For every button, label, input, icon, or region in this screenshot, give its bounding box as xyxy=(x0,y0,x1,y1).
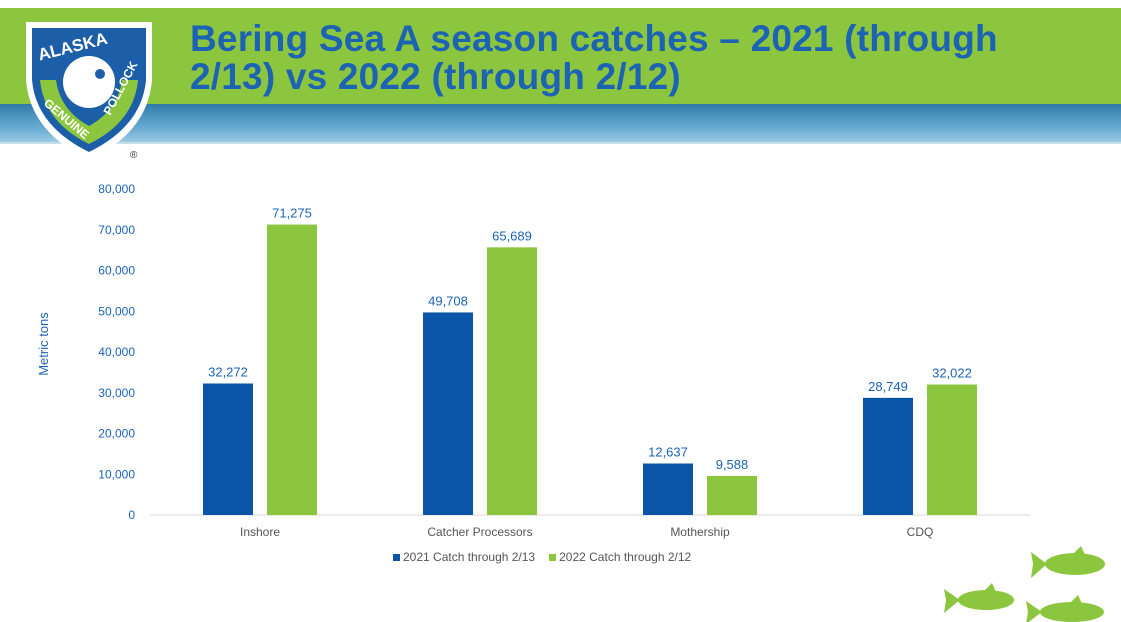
y-tick-label: 70,000 xyxy=(98,223,135,237)
x-tick-labels: Inshore Catcher Processors Mothership CDQ xyxy=(240,525,933,539)
data-label: 32,272 xyxy=(208,364,248,379)
water-band xyxy=(0,104,1121,142)
legend-label-2022: 2022 Catch through 2/12 xyxy=(559,550,692,564)
y-tick-label: 60,000 xyxy=(98,264,135,278)
bar-2021 xyxy=(643,463,693,515)
y-tick-label: 0 xyxy=(128,508,135,522)
header-band xyxy=(0,8,1121,104)
data-label: 71,275 xyxy=(272,206,312,221)
legend-swatch-2021 xyxy=(393,553,400,561)
logo-registered-mark: ® xyxy=(130,150,138,161)
fish-icon xyxy=(944,546,1105,622)
fish-icon-3 xyxy=(1026,595,1104,622)
title-line-1: Bering Sea A season catches – 2021 (thro… xyxy=(190,18,998,59)
data-label: 49,708 xyxy=(428,293,468,308)
legend-label-2021: 2021 Catch through 2/13 xyxy=(403,550,536,564)
y-tick-label: 40,000 xyxy=(98,345,135,359)
bar-2022 xyxy=(927,384,977,515)
x-tick-label: Mothership xyxy=(670,525,730,539)
x-tick-label: CDQ xyxy=(907,525,934,539)
data-label: 65,689 xyxy=(492,228,532,243)
y-tick-label: 10,000 xyxy=(98,467,135,481)
data-label: 9,588 xyxy=(716,457,749,472)
logo-inner-circle xyxy=(63,56,115,108)
data-label: 12,637 xyxy=(648,445,688,460)
chart-legend: 2021 Catch through 2/13 2022 Catch throu… xyxy=(393,550,691,564)
y-tick-label: 50,000 xyxy=(98,304,135,318)
legend-item-2021: 2021 Catch through 2/13 xyxy=(393,550,535,564)
bar-2022 xyxy=(487,247,537,515)
bar-2021 xyxy=(423,312,473,515)
x-tick-label: Inshore xyxy=(240,525,280,539)
y-tick-labels: 0 10,000 20,000 30,000 40,000 50,000 60,000 70,… xyxy=(98,182,135,522)
water-strip xyxy=(0,142,1121,144)
fish-icon-2 xyxy=(944,583,1014,613)
bar-group xyxy=(203,224,977,515)
legend-item-2022: 2022 Catch through 2/12 xyxy=(549,550,691,564)
y-tick-label: 30,000 xyxy=(98,386,135,400)
data-label: 32,022 xyxy=(932,366,972,381)
slide-title: Bering Sea A season catches – 2021 (thro… xyxy=(190,20,1110,96)
bar-2022 xyxy=(267,224,317,515)
legend-swatch-2022 xyxy=(549,553,557,561)
fish-icon-1 xyxy=(1031,546,1105,578)
bar-2021 xyxy=(863,397,913,515)
y-axis-label: Metric tons xyxy=(36,312,51,376)
y-tick-label: 20,000 xyxy=(98,427,135,441)
x-tick-label: Catcher Processors xyxy=(427,525,532,539)
logo-green-arc xyxy=(40,80,138,144)
bar-2022 xyxy=(707,475,757,515)
bar-chart: Metric tons 0 10,000 20,000 30,000 40,000 50,… xyxy=(36,182,1030,539)
logo-dot xyxy=(95,69,105,79)
title-line-2: 2/13) vs 2022 (through 2/12) xyxy=(190,56,681,97)
data-labels: 32,272 71,275 49,708 65,689 12,637 9,588 28,74… xyxy=(208,206,972,472)
y-tick-label: 80,000 xyxy=(98,182,135,196)
alaska-pollock-logo: ALASKA GENUINE POLLOCK ® xyxy=(26,22,152,161)
data-label: 28,749 xyxy=(868,379,908,394)
bar-2021 xyxy=(203,383,253,515)
